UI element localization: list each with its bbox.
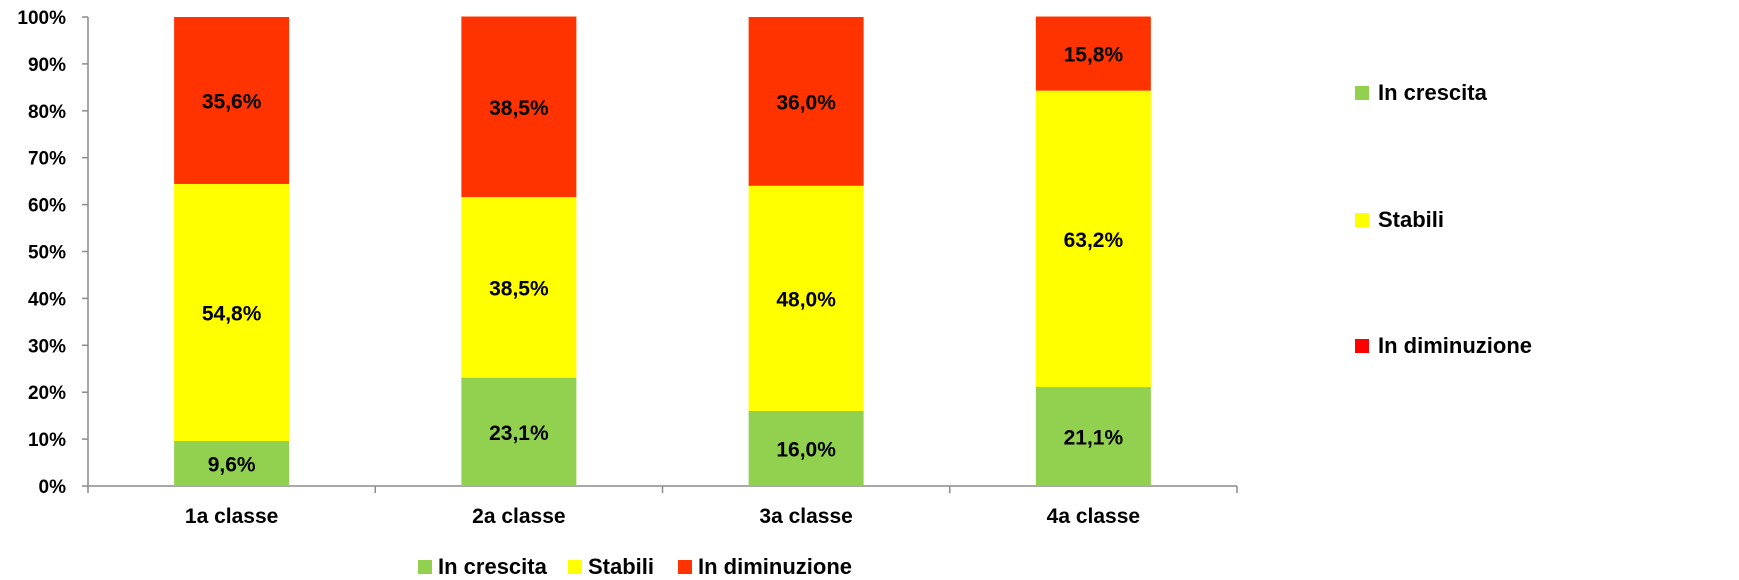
bar-segment [1035,16,1151,91]
y-tick-label: 80% [28,102,66,123]
legend-swatch [1355,86,1369,100]
data-label: 48,0% [776,288,836,311]
bar-segment [461,16,577,198]
legend-swatch [1355,339,1369,353]
y-tick-label: 40% [28,289,66,310]
data-label: 23,1% [489,422,549,445]
axes: 0% 10% 20% 30% 40% 50% 60% 70% 80% 90% 100% 1a clas… [17,8,1238,528]
bar-segment [174,183,290,441]
data-label: 38,5% [489,97,549,120]
data-label: 35,6% [202,90,262,113]
bar-segment [748,185,864,411]
y-tick-label: 0% [39,477,67,498]
y-tick-label: 10% [28,430,66,451]
x-tick-label: 2a classe [472,505,565,528]
data-label: 54,8% [202,302,262,325]
x-tick-label: 4a classe [1047,505,1140,528]
data-label: 38,5% [489,277,549,300]
bar-segment [748,410,864,486]
legend-label: Stabili [588,554,654,579]
legend-label: In crescita [438,554,548,579]
data-label: 21,1% [1064,427,1124,450]
bar-segment [748,17,864,186]
y-tick-label: 20% [28,383,66,404]
data-label: 15,8% [1064,44,1124,67]
bar-segment [1035,387,1151,486]
legend-swatch [678,560,692,574]
bar-segment [174,440,290,486]
data-label: 63,2% [1064,229,1124,252]
bar-segment [461,377,577,486]
legend-swatch [1355,213,1369,227]
bars [174,16,1151,486]
y-tick-label: 90% [28,55,66,76]
legend-right: In crescita Stabili In diminuzione [1355,80,1532,358]
y-tick-label: 70% [28,149,66,170]
bar-segment [461,197,577,378]
x-tick-label: 1a classe [185,505,278,528]
data-label: 36,0% [776,91,836,114]
legend-label: In diminuzione [1378,333,1532,358]
legend-label: In crescita [1378,80,1488,105]
data-label: 9,6% [208,453,256,476]
data-label: 16,0% [776,438,836,461]
legend-label: In diminuzione [698,554,852,579]
legend-swatch [568,560,582,574]
data-labels: 9,6% 54,8% 35,6% 23,1% 38,5% 38,5% 16,0% 48,0% 3… [202,44,1124,477]
x-tick-label: 3a classe [759,505,852,528]
y-tick-label: 60% [28,196,66,217]
y-tick-label: 30% [28,336,66,357]
bar-segment [1035,90,1151,388]
legend-bottom: In crescita Stabili In diminuzione [418,554,852,579]
legend-label: Stabili [1378,207,1444,232]
y-tick-label: 100% [17,8,66,29]
legend-swatch [418,560,432,574]
bar-segment [174,17,290,184]
y-tick-label: 50% [28,243,66,264]
